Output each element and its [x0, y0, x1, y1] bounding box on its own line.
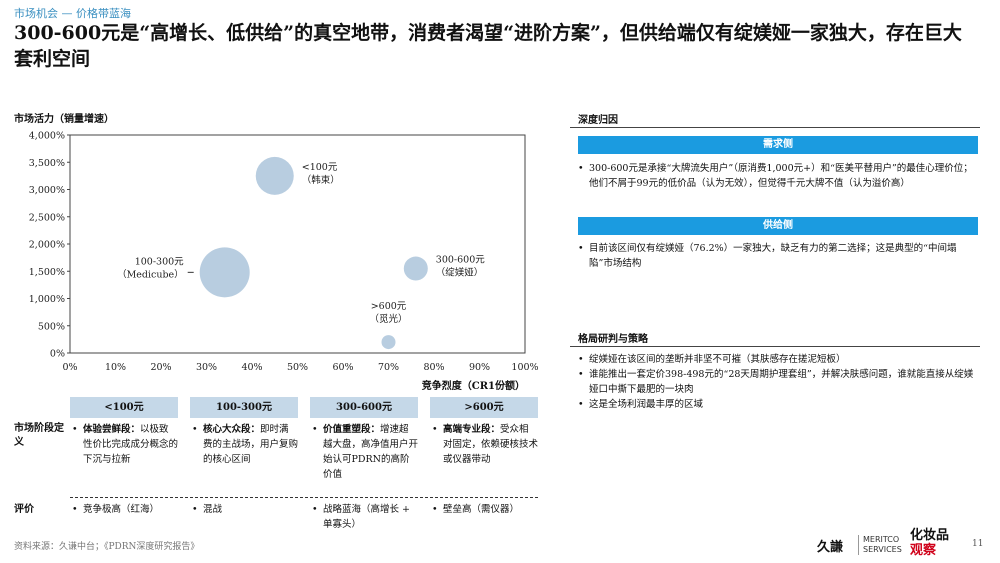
y-tick-label: 1,500% — [29, 267, 65, 278]
supply-side-text: 目前该区间仅有绽媄娅（76.2%）一家独大，缺乏有力的第二选择；这是典型的“中间… — [578, 241, 978, 271]
x-tick-label: 0% — [62, 362, 77, 373]
x-tick-label: 100% — [511, 362, 538, 373]
plot-frame — [69, 134, 526, 354]
section-rule — [570, 127, 980, 128]
segment-eval-1: 竞争极高（红海） — [72, 502, 178, 517]
bubble-label: （觅光） — [369, 313, 407, 325]
y-tick-label: 0% — [50, 349, 65, 360]
section-rule — [570, 346, 980, 347]
stage-title: 高端专业段： — [443, 424, 501, 435]
x-tick-label: 60% — [332, 362, 353, 373]
bubble-label: （Medicube） — [117, 268, 184, 280]
bubble — [255, 156, 294, 195]
segment-eval-3: 战略蓝海（高增长 + 单寡头） — [312, 502, 418, 532]
x-tick-label: 80% — [423, 362, 444, 373]
bubble-label: （韩束） — [302, 174, 340, 186]
source-note: 资料来源：久谦中台；《PDRN深度研究报告》 — [14, 542, 200, 552]
stage-title: 价值重塑段： — [323, 424, 381, 435]
page-number: 11 — [972, 539, 984, 549]
list-item: 这是全场利润最丰厚的区域 — [578, 397, 978, 412]
bubble-label: 300-600元 — [436, 255, 485, 266]
stage-title: 体验尝鲜段： — [83, 424, 141, 435]
x-tick-label: 40% — [241, 362, 262, 373]
cosmetics-observer-logo: 化妆品 观察 — [910, 528, 950, 558]
bubble — [199, 247, 250, 298]
bubble-label: 100-300元 — [135, 256, 184, 267]
demand-side-text: 300-600元是承接“大牌流失用户”（原消费1,000元+）和“医美平替用户”… — [578, 161, 978, 191]
strategy-list: 绽媄娅在该区间的垄断并非坚不可摧（其肤感存在搓泥短板） 谁能推出一套定价398-… — [578, 352, 978, 412]
bubble-label: >600元 — [371, 301, 407, 312]
x-tick-label: 90% — [469, 362, 490, 373]
stage-text: 即时满费的主战场，用户复购的核心区间 — [203, 424, 299, 465]
section-title-attribution: 深度归因 — [578, 115, 618, 126]
supply-side-bar: 供给侧 — [578, 217, 978, 235]
segment-desc-1: 体验尝鲜段：以极致性价比完成成分概念的下沉与拉新 — [72, 422, 178, 467]
y-tick-label: 1,000% — [29, 294, 65, 305]
row-label-stage: 市场阶段定义 — [14, 423, 64, 448]
meritco-logo-text: MERITCO SERVICES — [858, 535, 902, 555]
row-label-eval: 评价 — [14, 504, 34, 515]
segment-eval-4: 壁垒高（需仪器） — [432, 502, 538, 517]
section-title-strategy: 格局研判与策略 — [578, 334, 648, 345]
y-axis-title: 市场活力（销量增速） — [14, 114, 114, 125]
y-tick-label: 3,000% — [29, 185, 65, 196]
bubble — [403, 256, 428, 281]
y-tick-label: 2,500% — [29, 212, 65, 223]
x-tick-label: 10% — [105, 362, 126, 373]
segment-header-1: <100元 — [70, 397, 178, 418]
x-tick-label: 20% — [150, 362, 171, 373]
x-tick-label: 30% — [196, 362, 217, 373]
list-item: 谁能推出一套定价398-498元的“28天周期护理套组”，并解决肤感问题，谁就能… — [578, 367, 978, 397]
stage-text: 受众相对固定，依赖硬核技术或仪器带动 — [443, 424, 539, 465]
bubble-chart: 0% 500% 1,000% 1,500% 2,000% 2,500% 3,000% 3,50… — [29, 131, 539, 393]
bubble-label: <100元 — [302, 162, 338, 173]
y-tick-label: 2,000% — [29, 240, 65, 251]
meritco-logo: 久謙 — [817, 540, 844, 555]
breadcrumb: 市场机会 — 价格带蓝海 — [14, 7, 131, 20]
x-tick-label: 50% — [287, 362, 308, 373]
y-tick-label: 3,500% — [29, 158, 65, 169]
segment-eval-2: 混战 — [192, 502, 298, 517]
bubble — [381, 335, 396, 350]
segment-desc-2: 核心大众段：即时满费的主战场，用户复购的核心区间 — [192, 422, 298, 467]
list-item: 绽媄娅在该区间的垄断并非坚不可摧（其肤感存在搓泥短板） — [578, 352, 978, 367]
x-axis-title: 竞争烈度（CR1份额） — [421, 379, 525, 392]
segment-header-2: 100-300元 — [190, 397, 298, 418]
demand-side-bar: 需求侧 — [578, 136, 978, 154]
stage-text: 以极致性价比完成成分概念的下沉与拉新 — [83, 424, 179, 465]
segment-desc-4: 高端专业段：受众相对固定，依赖硬核技术或仪器带动 — [432, 422, 538, 467]
segment-header-3: 300-600元 — [310, 397, 418, 418]
segment-desc-3: 价值重塑段：增速超越大盘，高净值用户开始认可PDRN的高阶价值 — [312, 422, 418, 482]
divider — [70, 497, 538, 498]
bubble-label: （绽媄娅） — [436, 267, 484, 279]
stage-text: 增速超越大盘，高净值用户开始认可PDRN的高阶价值 — [323, 424, 419, 480]
stage-title: 核心大众段： — [203, 424, 261, 435]
y-tick-label: 500% — [38, 321, 65, 332]
y-tick-label: 4,000% — [29, 131, 65, 142]
segment-header-4: >600元 — [430, 397, 538, 418]
page-title: 300-600元是“高增长、低供给”的真空地带，消费者渴望“进阶方案”，但供给端… — [14, 22, 962, 70]
x-tick-label: 70% — [378, 362, 399, 373]
